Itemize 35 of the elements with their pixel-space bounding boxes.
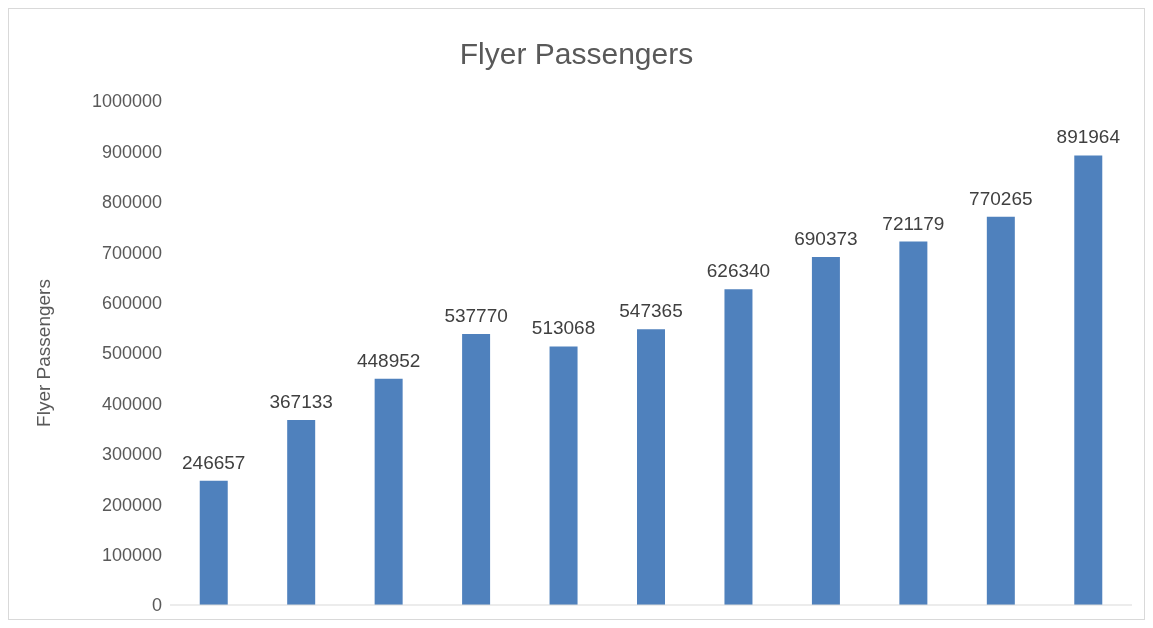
bar [462,333,491,605]
y-tick-label: 300000 [101,444,162,465]
y-axis-title: Flyer Passengers [32,279,54,427]
y-tick-label: 0 [151,595,162,616]
y-tick-label: 600000 [101,292,162,313]
bar [724,289,753,605]
bar [287,419,316,605]
bar [811,257,840,605]
y-tick-label: 800000 [101,192,162,213]
bar [637,329,666,605]
data-label: 891964 [1056,126,1121,148]
data-label: 690373 [794,228,858,250]
data-label: 448952 [356,349,421,371]
bar [549,346,578,605]
bar [374,378,403,605]
y-tick-label: 400000 [101,393,162,414]
data-label: 770265 [969,187,1033,209]
chart-title: Flyer Passengers [458,37,695,71]
bar [986,216,1015,605]
data-label: 537770 [444,304,508,326]
y-tick-label: 900000 [101,141,162,162]
data-label: 367133 [269,390,333,412]
y-tick-label: 200000 [101,494,162,515]
y-tick-label: 700000 [101,242,162,263]
y-tick-label: 100000 [101,544,162,565]
data-label: 721179 [882,212,945,234]
data-label: 513068 [531,317,596,339]
data-label: 626340 [706,260,771,282]
bar [199,480,228,605]
data-label: 246657 [182,451,246,473]
bar [1074,155,1103,605]
data-label: 547365 [619,300,683,322]
y-tick-label: 500000 [101,343,162,364]
y-tick-label: 1000000 [91,91,162,112]
bar [899,241,928,605]
